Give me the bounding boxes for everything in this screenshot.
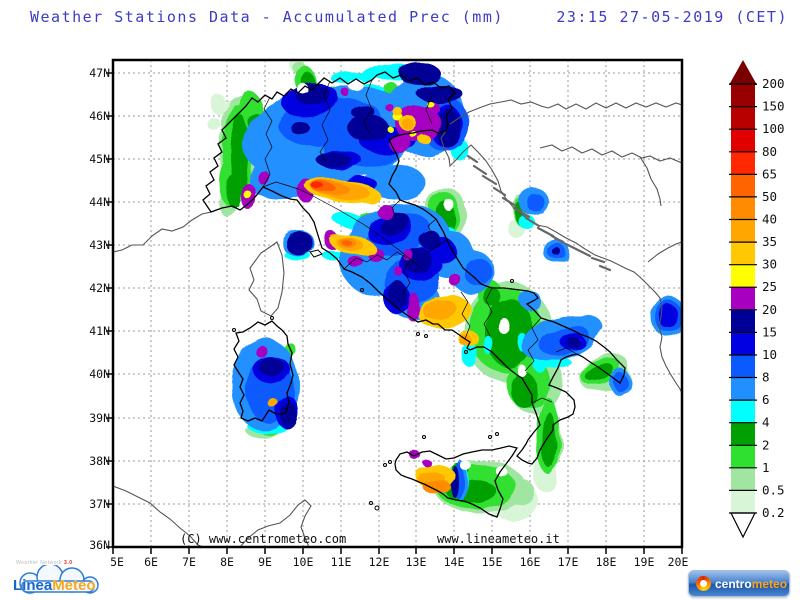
lon-label: 13E (406, 555, 427, 569)
colorbar-label: 0.2 (762, 505, 785, 520)
bosnia-border-line (639, 156, 662, 207)
sicily-coastline (394, 445, 519, 518)
colorbar-label: 8 (762, 370, 770, 385)
lon-label: 20E (668, 555, 689, 569)
colorbar-tick-lines (729, 83, 757, 514)
lon-label: 10E (293, 555, 314, 569)
lon-label: 12E (369, 555, 390, 569)
lineameteo-main: LineaMeteo (6, 565, 108, 597)
drava-border-line (547, 102, 682, 110)
lon-label: 14E (444, 555, 465, 569)
montenegro-border-line (647, 241, 682, 263)
lat-label: 47N (89, 66, 110, 80)
colorbar-label: 10 (762, 347, 777, 362)
lat-label: 43N (89, 238, 110, 252)
lon-label: 18E (596, 555, 617, 569)
watermark-centrometeo: (C) www.centrometeo.com (180, 532, 346, 546)
lon-label: 9E (258, 555, 272, 569)
centrometeo-swirl-icon (696, 576, 711, 591)
colorbar-labels: 200 150 100 80 65 50 40 35 30 25 20 15 1… (762, 76, 785, 520)
timestamp: 23:15 27-05-2019 (CET) (556, 8, 788, 26)
lat-label: 44N (89, 195, 110, 209)
colorbar-label: 40 (762, 212, 777, 227)
lat-label: 36N (89, 538, 110, 552)
colorbar-label: 50 (762, 189, 777, 204)
lat-label: 40N (89, 367, 110, 381)
lon-label: 8E (220, 555, 234, 569)
lat-label: 46N (89, 109, 110, 123)
lineameteo-wordmark: LineaMeteo (13, 577, 96, 594)
watermark-lineameteo: www.lineameteo.it (437, 532, 560, 546)
lon-label: 6E (144, 555, 158, 569)
titlebar: Weather Stations Data - Accumulated Prec… (30, 8, 788, 26)
lat-label: 37N (89, 497, 110, 511)
small-islands (232, 279, 514, 511)
colorbar-arrow-top (729, 60, 757, 85)
lat-label: 45N (89, 152, 110, 166)
lon-label: 17E (558, 555, 579, 569)
lineameteo-version: 3.0 (64, 560, 73, 566)
lon-label: 16E (520, 555, 541, 569)
colorbar-label: 35 (762, 234, 777, 249)
france-coastline (113, 211, 212, 253)
colorbar-label: 25 (762, 279, 777, 294)
colorbar-label: 1 (762, 460, 770, 475)
lat-label: 41N (89, 324, 110, 338)
italy-coastline (202, 71, 626, 465)
lon-label: 7E (182, 555, 196, 569)
lat-label: 39N (89, 411, 110, 425)
colorbar-label: 0.5 (762, 482, 785, 497)
centrometeo-logo[interactable]: centrometeo (688, 570, 790, 597)
italy-region-borders (262, 79, 578, 404)
colorbar-label: 4 (762, 415, 770, 430)
map-frame (111, 58, 684, 549)
colorbar: 200 150 100 80 65 50 40 35 30 25 20 15 1… (729, 60, 785, 539)
croatian-islands (466, 154, 612, 272)
lat-label: 42N (89, 281, 110, 295)
colorbar-label: 80 (762, 144, 777, 159)
centrometeo-wordmark: centrometeo (715, 576, 788, 591)
sava-border-line (539, 144, 682, 164)
africa-coastline (113, 485, 312, 547)
lineameteo-logo[interactable]: Weather Network 3.0 LineaMeteo (6, 558, 108, 598)
colorbar-label: 65 (762, 166, 777, 181)
colorbar-label: 200 (762, 76, 785, 91)
page-title: Weather Stations Data - Accumulated Prec… (30, 8, 504, 26)
colorbar-label: 6 (762, 392, 770, 407)
lon-label: 11E (331, 555, 352, 569)
colorbar-label: 30 (762, 257, 777, 272)
lon-label: 5E (110, 555, 124, 569)
italy-borders (202, 71, 626, 518)
elba-island (309, 249, 323, 258)
lon-label: 15E (482, 555, 503, 569)
precip-layer-65 (311, 182, 325, 190)
sardinia-coastline (233, 320, 294, 422)
colorbar-arrow-bottom (730, 512, 756, 539)
colorbar-label: 2 (762, 437, 770, 452)
colorbar-label: 15 (762, 324, 777, 339)
colorbar-label: 150 (762, 99, 785, 114)
lon-label: 19E (634, 555, 655, 569)
cloud-icon (19, 565, 99, 594)
balkan-coastline (440, 130, 682, 394)
lat-axis-labels: 47N 46N 45N 44N 43N 42N 41N 40N 39N 38N … (89, 66, 110, 552)
slovenia-border-line (449, 99, 549, 125)
lat-label: 38N (89, 454, 110, 468)
axis-ticks (106, 72, 683, 554)
precip-layer-15 (259, 63, 581, 498)
foreign-borders (113, 99, 682, 547)
colorbar-label: 100 (762, 121, 785, 136)
lineameteo-tagline: Weather Network 3.0 (16, 560, 73, 566)
lon-axis-labels: 5E 6E 7E 8E 9E 10E 11E 12E 13E 14E 15E 1… (110, 555, 688, 569)
colorbar-label: 20 (762, 302, 777, 317)
corsica-coastline (248, 241, 285, 317)
